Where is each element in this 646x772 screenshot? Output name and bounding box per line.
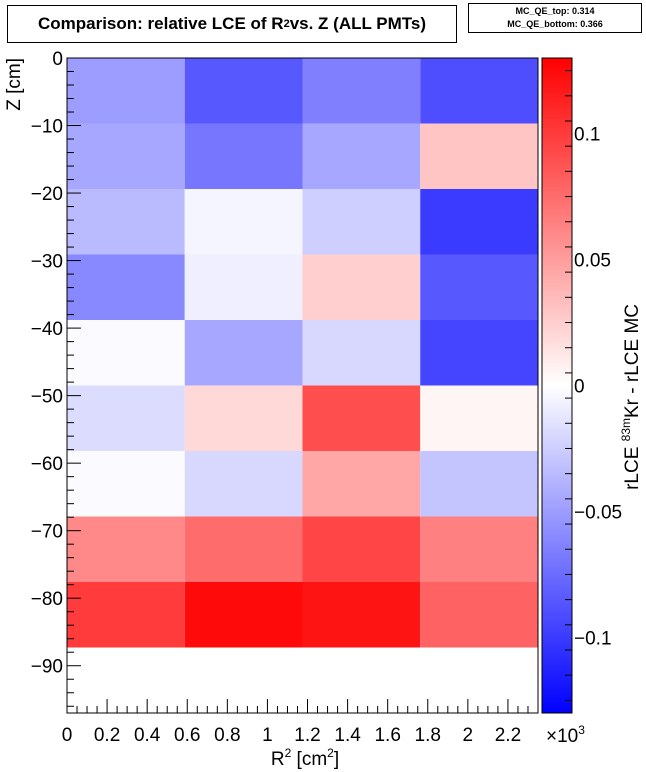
z-tick-label: −0.05 — [574, 502, 622, 523]
title-suffix: vs. Z (ALL PMTs) — [289, 14, 427, 33]
y-tick-label: −50 — [31, 387, 63, 408]
heatmap-cell — [67, 320, 185, 386]
heatmap-cell — [302, 451, 421, 517]
y-axis: 0 −10 −20 −30 −40 −50 −60 −70 −80 −90 — [31, 49, 81, 707]
heatmap-cell — [302, 582, 421, 648]
z-tick-label: −0.1 — [574, 628, 612, 649]
x-tick-label: 0.8 — [214, 725, 240, 746]
x-tick-label: 0.6 — [174, 725, 200, 746]
z-tick-label: 0.05 — [574, 251, 611, 272]
heatmap-cell — [67, 58, 185, 124]
y-tick-label: −10 — [31, 117, 63, 138]
heatmap-cell — [420, 582, 538, 648]
color-scale-bar: 0.1 0.05 0 −0.05 −0.1 — [541, 57, 622, 714]
y-tick-label: −60 — [31, 454, 63, 475]
y-tick-label: −90 — [31, 657, 63, 678]
heatmap-cell — [67, 385, 185, 451]
y-tick-label: −20 — [31, 184, 63, 205]
heatmap-cell — [67, 451, 185, 517]
y-axis-label: Z [cm] — [4, 58, 25, 111]
y-tick-label: 0 — [52, 49, 63, 70]
y-tick-label: −30 — [31, 252, 63, 273]
x-tick-label: 0.4 — [134, 725, 161, 746]
heatmap-cell — [302, 320, 421, 386]
x-axis-label: R2 [cm2] — [271, 746, 339, 770]
x-tick-label: 1.2 — [294, 725, 320, 746]
x-tick-label: 0 — [62, 725, 73, 746]
heatmap-cell — [184, 123, 303, 189]
x-tick-label: 2.2 — [495, 725, 521, 746]
heatmap-cell — [67, 254, 185, 320]
heatmap-cell — [420, 123, 538, 189]
x-tick-label: 2 — [463, 725, 474, 746]
heatmap-cell — [184, 254, 303, 320]
heatmap-cell — [184, 189, 303, 255]
x-tick-label: 1.4 — [334, 725, 361, 746]
y-tick-label: −70 — [31, 522, 63, 543]
color-scale-label: rLCE 83mKr - rLCE MC — [619, 304, 643, 490]
x-axis: 0 0.2 0.4 0.6 0.8 1 1.2 1.4 1.6 1.8 2 2.2 — [62, 699, 539, 746]
heatmap-cells — [67, 58, 538, 648]
heatmap-cell — [302, 58, 421, 124]
heatmap-cell — [302, 516, 421, 582]
z-tick-label: 0 — [574, 377, 585, 398]
heatmap-cell — [184, 451, 303, 517]
qe-info-box: MC_QE_top: 0.314 MC_QE_bottom: 0.366 — [468, 3, 642, 33]
heatmap-cell — [420, 254, 538, 320]
y-tick-label: −40 — [31, 319, 63, 340]
heatmap-cell — [302, 123, 421, 189]
heatmap-cell — [184, 320, 303, 386]
x-axis-multiplier: ×103 — [546, 723, 585, 747]
heatmap-cell — [302, 385, 421, 451]
mc-qe-bottom-text: MC_QE_bottom: 0.366 — [507, 19, 603, 29]
color-scale-gradient — [541, 57, 573, 714]
x-tick-label: 1 — [262, 725, 273, 746]
heatmap-cell — [302, 254, 421, 320]
heatmap-cell — [302, 189, 421, 255]
z-tick-label: 0.1 — [574, 125, 600, 146]
heatmap-cell — [184, 385, 303, 451]
title-text: Comparison: relative LCE of R — [37, 14, 284, 33]
heatmap-cell — [420, 58, 538, 124]
plot-frame — [66, 57, 539, 714]
x-tick-label: 1.8 — [415, 725, 441, 746]
heatmap-cell — [420, 320, 538, 386]
mc-qe-top-text: MC_QE_top: 0.314 — [515, 6, 595, 16]
heatmap-cell — [67, 516, 185, 582]
x-tick-label: 1.6 — [374, 725, 400, 746]
title-superscript: 2 — [283, 18, 290, 30]
heatmap-cell — [184, 516, 303, 582]
heatmap-cell — [420, 451, 538, 517]
heatmap-cell — [67, 189, 185, 255]
y-tick-label: −80 — [31, 589, 63, 610]
heatmap-cell — [67, 582, 185, 648]
heatmap-cell — [420, 385, 538, 451]
heatmap-cell — [420, 189, 538, 255]
heatmap-cell — [420, 516, 538, 582]
heatmap-cell — [184, 58, 303, 124]
heatmap-cell — [67, 123, 185, 189]
heatmap-cell — [184, 582, 303, 648]
x-tick-label: 0.2 — [94, 725, 120, 746]
